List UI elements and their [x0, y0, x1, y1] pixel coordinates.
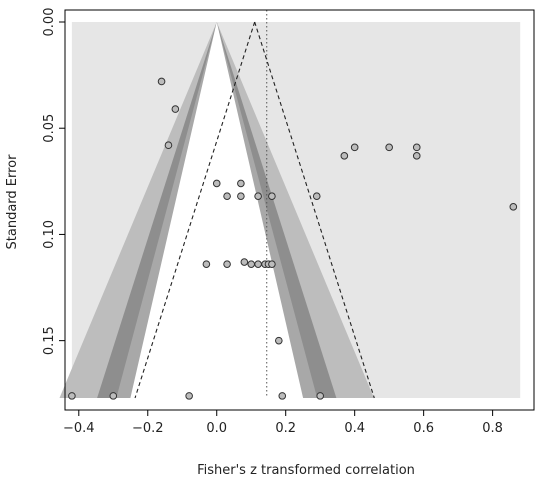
x-axis-title: Fisher's z transformed correlation [197, 463, 415, 478]
x-tick-label: −0.2 [132, 421, 164, 436]
contour-center-region [130, 22, 304, 398]
study-point [312, 192, 321, 200]
x-tick-label: 0.4 [344, 421, 365, 436]
study-point [240, 258, 249, 266]
study-point [185, 392, 193, 400]
x-tick-label: −0.4 [63, 421, 95, 436]
study-point [268, 260, 276, 268]
study-point [202, 260, 211, 268]
study-point [340, 152, 349, 160]
study-point [385, 143, 393, 152]
reference-lines [134, 10, 375, 399]
funnel-right-line [254, 21, 375, 399]
study-point [223, 192, 231, 200]
study-point [247, 260, 256, 268]
y-tick-label: 0.15 [42, 326, 57, 355]
study-point [171, 105, 180, 113]
x-tick-label: 0.0 [206, 421, 227, 436]
x-tick-label: 0.8 [482, 421, 503, 436]
study-point [164, 141, 173, 150]
study-point [109, 392, 118, 400]
study-point [509, 203, 518, 211]
study-point [223, 260, 231, 268]
study-point [237, 179, 245, 188]
study-point [212, 179, 221, 188]
study-point [412, 152, 421, 160]
funnel-left-line [134, 21, 256, 399]
study-points [68, 77, 518, 400]
plot-frame [64, 9, 535, 411]
study-point [268, 192, 276, 200]
y-tick-label: 0.00 [42, 8, 57, 37]
y-tick-label: 0.10 [42, 220, 57, 249]
x-tick-label: 0.6 [413, 421, 434, 436]
study-point [316, 392, 324, 400]
study-point [254, 260, 262, 268]
study-point [157, 77, 166, 86]
axes: −0.4 −0.2 0.0 0.2 0.4 0.6 0.8 0.00 0.05 0.10 0.15 [42, 8, 535, 436]
y-tick-label: 0.05 [42, 114, 57, 143]
study-point [278, 392, 287, 400]
study-point [350, 143, 359, 152]
y-axis-title: Standard Error [5, 154, 20, 250]
x-tick-label: 0.2 [275, 421, 296, 436]
study-point [412, 143, 421, 152]
study-point [68, 392, 76, 400]
contour-regions [59, 22, 521, 398]
study-point [237, 192, 245, 200]
study-point [254, 192, 262, 200]
study-point [275, 336, 283, 345]
